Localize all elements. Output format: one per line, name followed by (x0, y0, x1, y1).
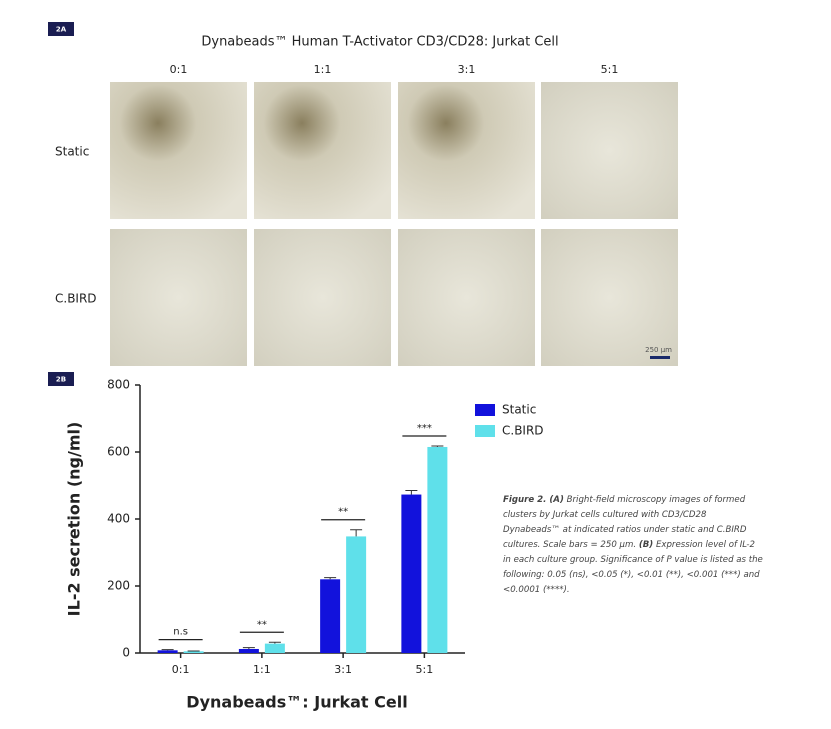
y-tick-label: 200 (107, 579, 130, 593)
micrograph (541, 82, 678, 219)
error-bar (161, 649, 174, 651)
significance-label: ** (257, 619, 267, 630)
x-axis-label: Dynabeads™: Jurkat Cell (186, 693, 407, 712)
y-tick-label: 800 (107, 378, 130, 392)
caption: Figure 2. (A) Bright-field microscopy im… (503, 493, 765, 598)
panel-title: Dynabeads™ Human T-Activator CD3/CD28: J… (201, 35, 558, 50)
x-tick-label: 0:1 (172, 663, 190, 676)
error-bar (405, 490, 418, 495)
error-bar (242, 647, 255, 649)
y-tick-label: 600 (107, 445, 130, 459)
bar (264, 643, 285, 653)
micrograph (254, 229, 391, 366)
caption-segment: (B) (638, 540, 654, 550)
bar (320, 579, 341, 653)
x-tick-label: 5:1 (416, 663, 434, 676)
x-tick-label: 3:1 (334, 663, 352, 676)
y-axis-label: IL-2 secretion (ng/ml) (65, 422, 84, 617)
column-label: 5:1 (601, 63, 619, 76)
panel-label: 2B (56, 376, 66, 384)
error-bar (324, 577, 337, 580)
micrograph (110, 229, 247, 366)
bar (427, 446, 448, 653)
scale-bar-label: 250 μm (645, 346, 672, 354)
significance-label: ** (338, 507, 348, 518)
caption-segment: Figure 2. (A) (503, 495, 564, 505)
legend-swatch (475, 404, 495, 416)
bar (238, 648, 259, 653)
micrograph (254, 82, 391, 219)
legend-label: Static (502, 403, 536, 417)
y-tick-label: 400 (107, 512, 130, 526)
panel-label: 2A (56, 26, 67, 34)
bar (401, 494, 422, 653)
error-bar (431, 445, 444, 447)
bar (183, 651, 204, 653)
row-label: Static (55, 145, 89, 159)
column-label: 1:1 (314, 63, 332, 76)
legend-swatch (475, 425, 495, 437)
label-box (48, 22, 74, 36)
column-label: 0:1 (170, 63, 188, 76)
caption-segment: Expression level of IL-2 in each culture… (503, 540, 763, 595)
bar (346, 536, 367, 653)
micrograph (398, 229, 535, 366)
error-bar (268, 641, 281, 644)
caption-segment: Bright-field microscopy images of formed… (503, 495, 747, 550)
row-label: C.BIRD (55, 292, 97, 306)
significance-label: *** (417, 423, 432, 434)
scale-bar (650, 356, 670, 359)
error-bar (350, 529, 363, 537)
bar (157, 650, 178, 653)
label-box (48, 372, 74, 386)
x-tick-label: 1:1 (253, 663, 271, 676)
significance-label: n.s (173, 627, 188, 638)
legend-label: C.BIRD (502, 424, 544, 438)
column-label: 3:1 (458, 63, 476, 76)
micrograph (398, 82, 535, 219)
micrograph (110, 82, 247, 219)
y-tick-label: 0 (122, 646, 130, 660)
micrograph (541, 229, 678, 366)
